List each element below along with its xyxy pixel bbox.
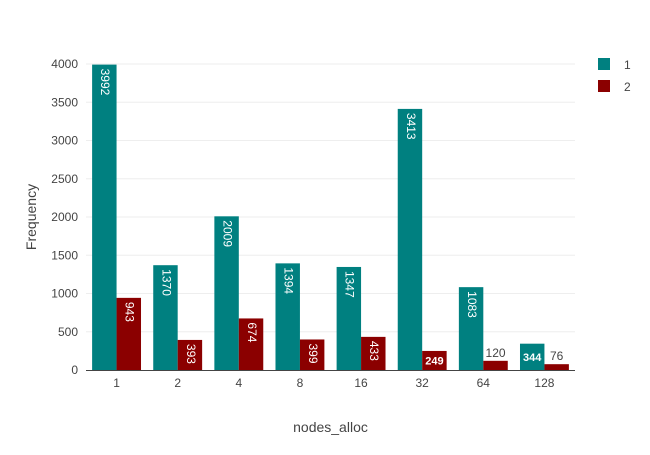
data-label: 1347 (343, 271, 357, 298)
legend-swatch (598, 80, 610, 92)
bar-series-1[interactable] (336, 266, 362, 370)
data-label: 76 (550, 349, 564, 363)
bar-series-1[interactable] (458, 287, 484, 370)
y-tick-label: 2500 (51, 172, 78, 186)
y-tick-label: 3000 (51, 134, 78, 148)
data-label: 393 (184, 344, 198, 364)
data-label: 399 (306, 343, 320, 363)
data-label: 1083 (465, 291, 479, 318)
y-tick-label: 3500 (51, 95, 78, 109)
x-tick-label: 32 (416, 376, 430, 390)
x-tick-label: 128 (534, 376, 554, 390)
data-label: 1394 (282, 267, 296, 294)
data-label: 3992 (98, 69, 112, 96)
bar-series-2[interactable] (116, 297, 142, 370)
y-tick-label: 0 (71, 363, 78, 377)
data-label: 120 (486, 346, 506, 360)
data-label: 433 (367, 341, 381, 361)
legend-label: 1 (624, 58, 631, 72)
data-label: 1370 (159, 269, 173, 296)
bar-series-1[interactable] (397, 108, 423, 370)
data-label: 2009 (220, 220, 234, 247)
x-tick-label: 4 (235, 376, 242, 390)
legend-swatch (598, 58, 610, 70)
data-label: 3413 (404, 113, 418, 140)
bar-series-2[interactable] (483, 360, 508, 370)
bar-series-2[interactable] (238, 318, 264, 370)
x-axis-ticks: 1 2 4 8 16 32 64 128 (113, 376, 555, 390)
data-label: 249 (425, 355, 443, 367)
bars (92, 64, 569, 370)
legend-label: 2 (624, 80, 631, 94)
bar-series-2[interactable] (299, 339, 325, 370)
y-axis-title: Frequency (23, 184, 39, 250)
bar-series-2[interactable] (177, 339, 203, 370)
bar-series-1[interactable] (275, 263, 300, 370)
y-tick-label: 1000 (51, 287, 78, 301)
legend-item-1[interactable]: 1 (598, 58, 631, 72)
data-label: 674 (245, 322, 259, 342)
bar-series-1[interactable] (153, 265, 178, 370)
y-tick-label: 4000 (51, 57, 78, 71)
legend-item-2[interactable]: 2 (598, 80, 631, 94)
data-label: 344 (523, 352, 542, 364)
bar-series-2[interactable] (361, 336, 386, 370)
x-tick-label: 2 (174, 376, 181, 390)
data-label: 943 (123, 302, 137, 322)
bar-series-1[interactable] (92, 64, 117, 370)
x-tick-label: 64 (477, 376, 491, 390)
y-tick-label: 1500 (51, 248, 78, 262)
bar-series-2[interactable] (422, 350, 447, 370)
y-axis-ticks: 0 500 1000 1500 2000 2500 3000 3500 4000 (51, 57, 78, 377)
y-tick-label: 500 (58, 325, 78, 339)
x-axis-title: nodes_alloc (293, 419, 368, 435)
bar-series-1[interactable] (214, 216, 239, 370)
x-tick-label: 16 (354, 376, 368, 390)
bar-series-2[interactable] (544, 364, 569, 370)
x-tick-label: 1 (113, 376, 120, 390)
bar-series-1[interactable] (519, 343, 545, 370)
data-labels: 3992 943 1370 393 2009 674 1394 399 1347 433 3413 2… (98, 69, 563, 368)
legend[interactable]: 12 (598, 58, 631, 94)
y-tick-label: 2000 (51, 210, 78, 224)
x-tick-label: 8 (297, 376, 304, 390)
